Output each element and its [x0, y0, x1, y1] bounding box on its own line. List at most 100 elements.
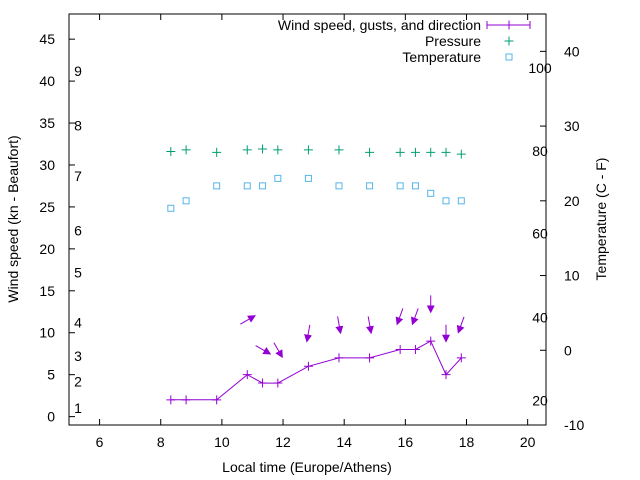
x-tick-label: 16 [398, 434, 414, 450]
temperature-point [457, 197, 465, 205]
y-right-tick-label: 10 [564, 268, 580, 284]
temperature-point [427, 189, 435, 197]
pressure-point [365, 147, 375, 157]
fahrenheit-label: 40 [532, 309, 548, 325]
wind-speed-point [242, 370, 252, 380]
wind-speed-point [303, 361, 313, 371]
temperature-point [167, 204, 175, 212]
wind-direction-arrow [365, 316, 374, 335]
legend-label-pressure: Pressure [425, 33, 481, 49]
fahrenheit-label: 80 [532, 143, 548, 159]
fahrenheit-label: 60 [532, 226, 548, 242]
temperature-point [304, 174, 312, 182]
legend-label-wind: Wind speed, gusts, and direction [278, 17, 481, 33]
wind-speed-point [166, 395, 176, 405]
temperature-point [366, 182, 374, 190]
pressure-point [441, 147, 451, 157]
wind-speed-line [170, 340, 462, 401]
x-axis-label: Local time (Europe/Athens) [222, 459, 392, 475]
beaufort-label: 2 [74, 373, 82, 389]
wind-speed-series [166, 336, 466, 405]
temperature-series [167, 174, 465, 212]
y-right-tick-label: 30 [564, 118, 580, 134]
beaufort-label: 8 [74, 118, 82, 134]
pressure-point [410, 147, 420, 157]
fahrenheit-label: 100 [528, 60, 552, 76]
beaufort-scale-labels: 1 2 3 4 5 6 7 8 9 [74, 63, 82, 416]
pressure-point [395, 147, 405, 157]
x-tick-label: 20 [520, 434, 536, 450]
pressure-point [303, 145, 313, 155]
pressure-point [181, 145, 191, 155]
temperature-point [213, 182, 221, 190]
wind-direction-arrow [304, 324, 313, 343]
legend-label-temperature: Temperature [402, 49, 481, 65]
y-left-tick-label: 20 [39, 241, 55, 257]
y-right-tick-label: 20 [564, 193, 580, 209]
y-left-tick-label: 10 [39, 325, 55, 341]
temperature-point [442, 197, 450, 205]
temperature-point [396, 182, 404, 190]
wind-direction-arrow [273, 342, 283, 359]
wind-direction-series [240, 295, 465, 359]
pressure-point [334, 145, 344, 155]
wind-speed-point [258, 378, 268, 388]
pressure-series [166, 144, 466, 159]
wind-speed-point [456, 353, 466, 363]
y-left-tick-label: 15 [39, 283, 55, 299]
x-tick-label: 14 [336, 434, 352, 450]
pressure-point [456, 149, 466, 159]
fahrenheit-scale-labels: 20 40 60 80 100 [528, 60, 552, 409]
y-right-tick-label: 0 [564, 342, 572, 358]
wind-speed-point [395, 345, 405, 355]
wind-speed-point [441, 370, 451, 380]
y-right-tick-label: -10 [564, 417, 584, 433]
beaufort-label: 6 [74, 222, 82, 238]
plot-frame [68, 13, 547, 426]
pressure-point [242, 145, 252, 155]
x-tick-label: 18 [459, 434, 475, 450]
x-tick-label: 6 [96, 434, 104, 450]
wind-direction-arrow [240, 315, 256, 325]
y-left-tick-label: 40 [39, 73, 55, 89]
wind-direction-arrow [456, 316, 465, 334]
x-tick-label: 8 [157, 434, 165, 450]
temperature-point [411, 182, 419, 190]
wind-speed-point [426, 336, 436, 346]
legend-mark-temperature [505, 53, 513, 61]
wind-direction-arrow [335, 316, 344, 335]
y-right-axis-ticks: -10 0 10 20 30 40 [540, 43, 584, 433]
x-tick-label: 10 [214, 434, 230, 450]
y-left-tick-label: 5 [47, 367, 55, 383]
pressure-point [426, 147, 436, 157]
beaufort-label: 4 [74, 315, 82, 331]
beaufort-label: 3 [74, 348, 82, 364]
y-left-tick-label: 30 [39, 157, 55, 173]
beaufort-label: 9 [74, 63, 82, 79]
y-left-tick-label: 45 [39, 31, 55, 47]
y-left-tick-label: 0 [47, 409, 55, 425]
pressure-point [212, 147, 222, 157]
wind-direction-arrow [255, 345, 272, 355]
y-left-tick-label: 35 [39, 115, 55, 131]
beaufort-label: 7 [74, 168, 82, 184]
fahrenheit-label: 20 [532, 392, 548, 408]
x-axis-ticks: 6 8 10 12 14 16 18 20 [96, 14, 536, 450]
wind-speed-point [273, 378, 283, 388]
pressure-point [273, 145, 283, 155]
legend-mark-pressure [504, 36, 514, 46]
y-left-axis-label: Wind speed (kn - Beaufort) [5, 135, 21, 302]
wind-direction-arrow [410, 308, 419, 326]
temperature-point [335, 182, 343, 190]
temperature-point [259, 182, 267, 190]
wind-speed-point [365, 353, 375, 363]
wind-speed-point [334, 353, 344, 363]
legend-mark-wind-plus [504, 20, 514, 30]
wind-direction-arrow [395, 308, 404, 326]
y-right-axis-label: Temperature (C - F) [593, 158, 609, 281]
y-left-axis-ticks: 0 5 10 15 20 25 30 35 40 45 [39, 31, 75, 425]
beaufort-label: 1 [74, 400, 82, 416]
temperature-point [274, 174, 282, 182]
wind-speed-point [181, 395, 191, 405]
